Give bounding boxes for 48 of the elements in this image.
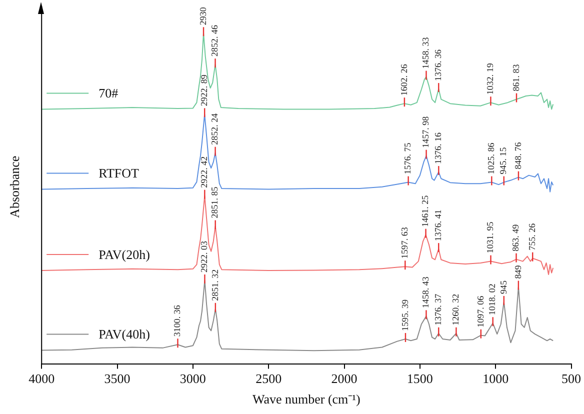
annotation: 2851. 85 <box>210 186 220 218</box>
annotation: 945 <box>498 280 508 294</box>
annotation: 2922. 89 <box>198 74 209 106</box>
annotation: 1018. 02 <box>487 284 498 316</box>
legend-label: RTFOT <box>98 166 140 181</box>
annotation: 1458. 43 <box>420 276 431 308</box>
annotation: 2930 <box>198 6 208 26</box>
annotation: 1376. 16 <box>433 132 444 164</box>
annotation: 1260. 32 <box>450 294 461 326</box>
annotation: 849 <box>512 264 523 279</box>
annotation: 2922. 42 <box>199 156 210 188</box>
annotation: 861. 83 <box>510 64 521 92</box>
annotation: 1097. 06 <box>475 295 486 328</box>
annotation: 3100. 36 <box>172 304 182 337</box>
x-tick-label: 2500 <box>256 371 282 386</box>
annotation: 1458. 33 <box>420 36 431 69</box>
annotation: 2852. 46 <box>210 24 220 57</box>
annotation: 945. 15 <box>498 146 508 174</box>
annotation: 1376. 41 <box>432 210 443 242</box>
annotation: 1032. 19 <box>485 62 496 95</box>
annotation: 1576. 75 <box>402 142 413 174</box>
annotation: 848. 76 <box>512 142 523 170</box>
annotation: 2851. 32 <box>210 269 220 301</box>
x-tick-label: 1500 <box>406 371 433 386</box>
y-axis-title: Absorbance <box>7 156 22 218</box>
annotation: 1597. 63 <box>400 226 410 259</box>
annotation: 1461. 25 <box>420 194 430 227</box>
annotation: 1031. 95 <box>485 221 496 254</box>
legend-label: 70# <box>98 86 119 101</box>
legend-label: PAV(20h) <box>98 246 150 262</box>
annotation: 2852. 24 <box>210 112 220 145</box>
annotation: 863. 49 <box>510 224 521 252</box>
annotation: 1457. 98 <box>420 116 431 148</box>
x-tick-label: 1000 <box>482 371 509 386</box>
x-axis-title: Wave number (cm⁻¹) <box>252 392 360 407</box>
annotation: 1376. 36 <box>432 49 443 82</box>
x-tick-label: 3000 <box>180 371 206 386</box>
x-tick-label: 4000 <box>28 371 55 386</box>
legend-label: PAV(40h) <box>98 326 150 342</box>
annotation: 2922. 03 <box>199 240 210 272</box>
x-tick-label: 3500 <box>104 371 130 386</box>
x-tick-label: 2000 <box>331 371 358 386</box>
annotation: 1595. 39 <box>400 299 410 331</box>
annotation: 1602. 26 <box>398 64 409 96</box>
annotation: 755. 26 <box>526 222 537 250</box>
annotation: 1025. 86 <box>486 142 496 174</box>
annotation: 1376. 37 <box>432 293 443 326</box>
x-tick-label: 500 <box>562 371 581 386</box>
